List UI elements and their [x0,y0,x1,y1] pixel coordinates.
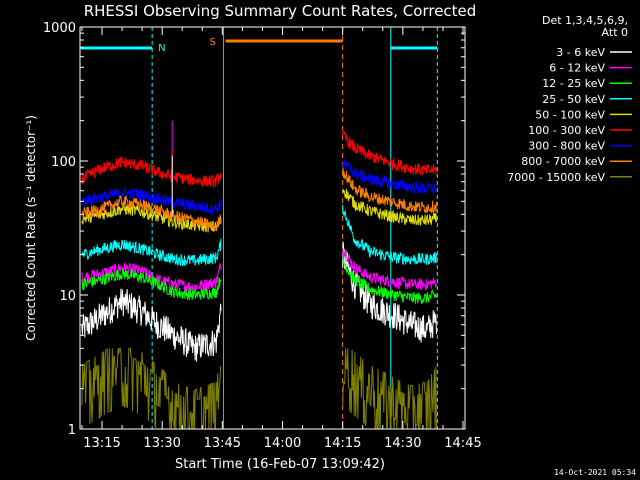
series-segment [81,267,222,301]
y-axis: 1 10 100 1000 [43,21,465,438]
legend-header: Att 0 [602,26,628,39]
legend-header: Det 1,3,4,5,6,9, [542,14,628,27]
legend-label: 6 - 12 keV [549,62,605,75]
night-label: N [158,43,165,54]
plot-frame [79,26,466,430]
series-800-7000-kev [81,167,437,232]
legend-label: 300 - 800 keV [528,140,605,153]
saa-label: S [210,37,216,48]
legend-label: 50 - 100 keV [535,108,605,121]
series-segment [81,155,222,188]
series-segment [342,158,437,194]
series-6-12-kev [81,248,437,293]
series-segment [81,347,222,430]
x-tick-label: 14:00 [264,436,301,451]
x-tick-label: 13:45 [204,436,241,451]
series-segment [342,188,437,226]
y-tick-label: 1 [68,423,76,438]
y-tick-label: 1000 [43,21,76,36]
chart-title: RHESSI Observing Summary Count Rates, Co… [84,2,477,20]
legend: Det 1,3,4,5,6,9,Att 0 3 - 6 keV 6 - 12 keV… [507,14,632,184]
series-100-300-kev [81,130,437,188]
series-segment [81,262,222,293]
generated-timestamp: 14-Oct-2021 05:34 [554,468,636,477]
legend-label: 800 - 7000 keV [521,155,605,168]
x-axis-label: Start Time (16-Feb-07 13:09:42) [175,457,385,472]
x-axis: 13:15 13:30 13:45 14:00 14:15 14:30 14:45 [81,27,482,451]
series-segment [342,204,437,265]
series-50-100-kev [81,188,437,233]
series-segment [81,194,222,232]
series-segment [342,167,437,215]
legend-label: 7000 - 15000 keV [507,171,605,184]
series-25-50-kev [81,204,437,266]
x-tick-label: 13:30 [143,436,180,451]
series-300-800-kev [81,158,437,215]
y-axis-label: Corrected Count Rate (s⁻¹ detector⁻¹) [24,115,38,341]
series-segment [81,187,222,215]
series-segment [342,348,437,430]
series-segment [342,130,437,175]
series-12-25-kev [81,255,437,304]
legend-label: 12 - 25 keV [542,77,605,90]
legend-label: 100 - 300 keV [528,124,605,137]
series-segment [342,255,437,304]
legend-label: 3 - 6 keV [556,46,605,59]
legend-label: 25 - 50 keV [542,93,605,106]
series-layer [81,120,437,430]
x-tick-label: 14:15 [324,436,361,451]
x-tick-label: 14:30 [384,436,421,451]
series-3-6-kev [81,241,437,362]
y-tick-label: 100 [51,155,76,170]
annotation-layer: NS [80,27,438,429]
series-segment [342,248,437,292]
series-segment [81,288,222,362]
y-tick-label: 10 [59,289,76,304]
series-segment [81,238,222,266]
series-7000-15000-kev [81,347,437,430]
x-tick-label: 13:15 [83,436,120,451]
x-tick-label: 14:45 [444,436,481,451]
